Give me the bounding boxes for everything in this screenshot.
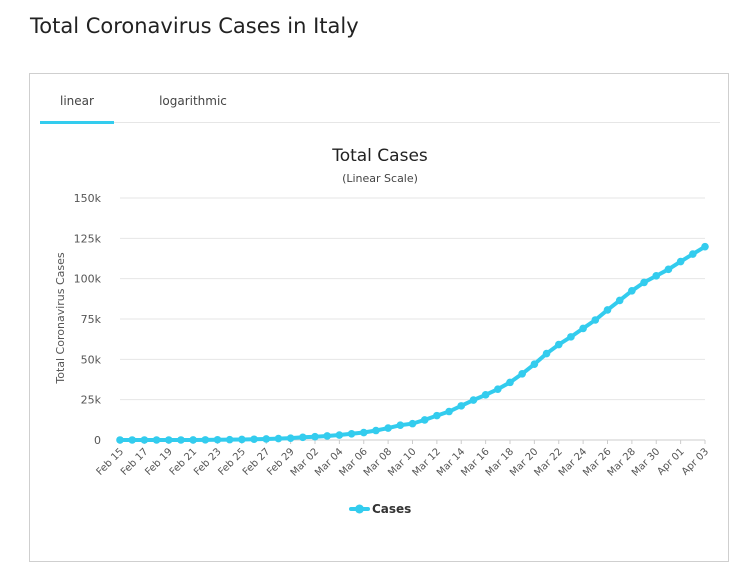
data-point [530,360,539,368]
data-point [262,435,271,443]
data-point [201,436,210,444]
data-point [615,296,624,305]
data-point [128,436,136,444]
y-axis-label: Total Coronavirus Cases [54,252,67,385]
data-point [408,419,417,428]
data-point [299,433,307,442]
tab-logarithmic[interactable]: logarithmic [159,94,227,108]
data-point [177,436,185,444]
tab-linear[interactable]: linear [60,94,94,108]
series-line-cases [118,244,707,442]
data-point [140,436,149,444]
data-point [567,333,575,341]
data-point [225,435,234,444]
data-point [274,434,283,443]
data-point [518,369,526,378]
data-point [664,265,673,274]
y-tick-label: 50k [81,353,102,366]
page-title: Total Coronavirus Cases in Italy [30,14,359,38]
active-tab-indicator [40,121,114,124]
data-point [603,306,612,314]
data-point [347,429,356,438]
chart-subtitle: (Linear Scale) [342,172,418,185]
y-tick-label: 100k [74,273,102,286]
data-point [384,424,392,432]
data-point [286,434,295,442]
x-tick-label: Apr 03 [680,446,711,477]
data-point [396,421,405,430]
data-point [189,436,197,444]
data-point [494,385,502,393]
data-point [469,396,478,404]
data-point [164,436,173,444]
legend-label: Cases [372,502,411,516]
data-point [652,272,661,280]
data-point [323,432,331,440]
data-point [640,278,648,287]
y-tick-label: 125k [74,232,102,245]
scale-tabs: linear logarithmic [40,74,720,124]
y-tick-label: 75k [81,313,102,326]
data-point [506,378,514,387]
data-point [676,257,685,266]
data-point [250,435,258,444]
data-point [433,411,441,420]
data-point [116,436,124,444]
data-point [311,432,319,441]
data-point [701,242,709,251]
y-tick-label: 150k [74,192,102,205]
legend-item-cases[interactable]: Cases [349,502,411,516]
data-point [628,287,636,295]
data-point [359,428,368,437]
legend-swatch-marker [355,504,364,514]
y-tick-label: 25k [81,394,102,407]
chart-title: Total Cases [331,146,428,166]
data-point [542,349,551,358]
chart-card: linear logarithmic [29,73,729,562]
data-point [457,402,466,410]
data-point [238,435,246,444]
data-point [213,435,222,444]
data-point [372,426,380,435]
y-tick-label: 0 [94,434,101,447]
data-point [579,324,587,333]
data-point [591,316,600,324]
data-point [445,407,453,416]
data-point [481,391,490,399]
data-point [554,340,563,349]
data-point [689,250,697,258]
data-point [420,416,429,424]
data-point [152,436,161,444]
data-point [335,431,344,439]
